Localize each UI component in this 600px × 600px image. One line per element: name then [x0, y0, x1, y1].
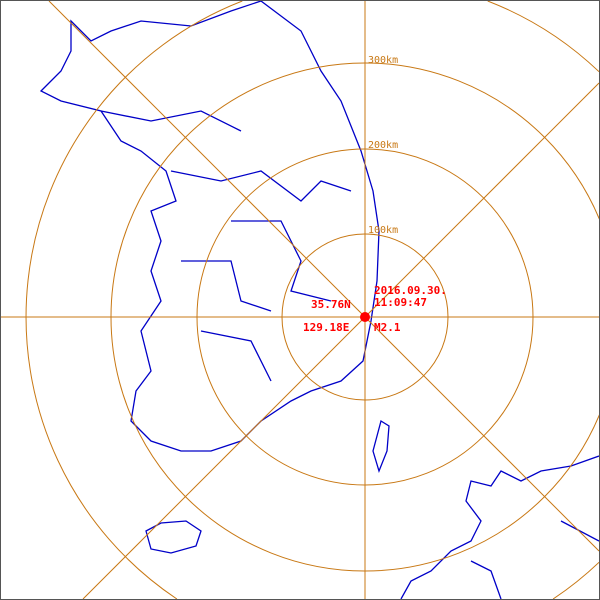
ring-400km [25, 1, 599, 599]
epicenter-marker [360, 312, 370, 322]
longitude-label: 129.18E [303, 321, 350, 334]
ring-label-300km: 300km [368, 55, 399, 66]
ring-label-200km: 200km [368, 140, 399, 151]
event-date: 2016.09.30. [374, 284, 447, 297]
coastline [39, 1, 599, 599]
diagonal-line [48, 1, 599, 552]
diagonal-line [82, 82, 599, 599]
ring-label-100km: 100km [368, 225, 399, 236]
event-time: 11:09:47 [374, 296, 427, 309]
latitude-label: 35.76N [311, 298, 351, 311]
magnitude-label: M2.1 [374, 321, 401, 334]
